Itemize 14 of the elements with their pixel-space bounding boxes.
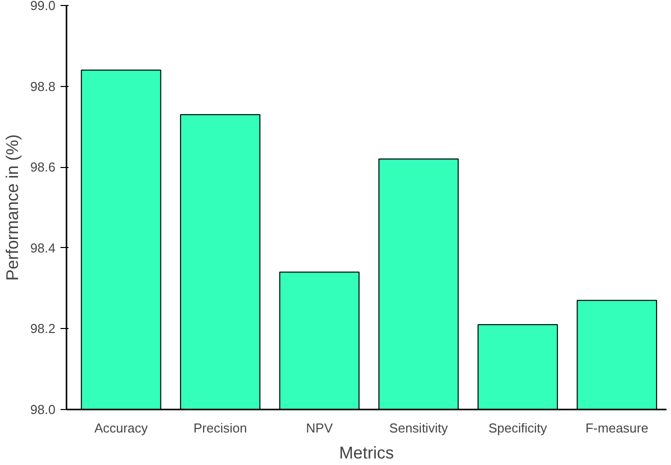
y-tick-label: 98.8 [30,78,56,94]
x-tick-label: Precision [193,420,247,436]
x-tick-label: Specificity [488,420,548,436]
x-tick-label: F-measure [585,420,648,436]
y-tick-label: 98.6 [30,160,56,175]
y-axis-title: Performance in (%) [3,134,22,281]
y-tick-label: 99.0 [30,0,56,13]
x-tick-label: NPV [306,420,334,436]
x-axis-title: Metrics [339,444,394,462]
y-tick-label: 98.4 [30,240,56,256]
x-tick-label: Accuracy [94,420,148,436]
y-tick-label: 98.0 [30,402,56,417]
y-tick-label: 98.2 [30,321,56,336]
x-tick-label: Sensitivity [389,420,448,436]
